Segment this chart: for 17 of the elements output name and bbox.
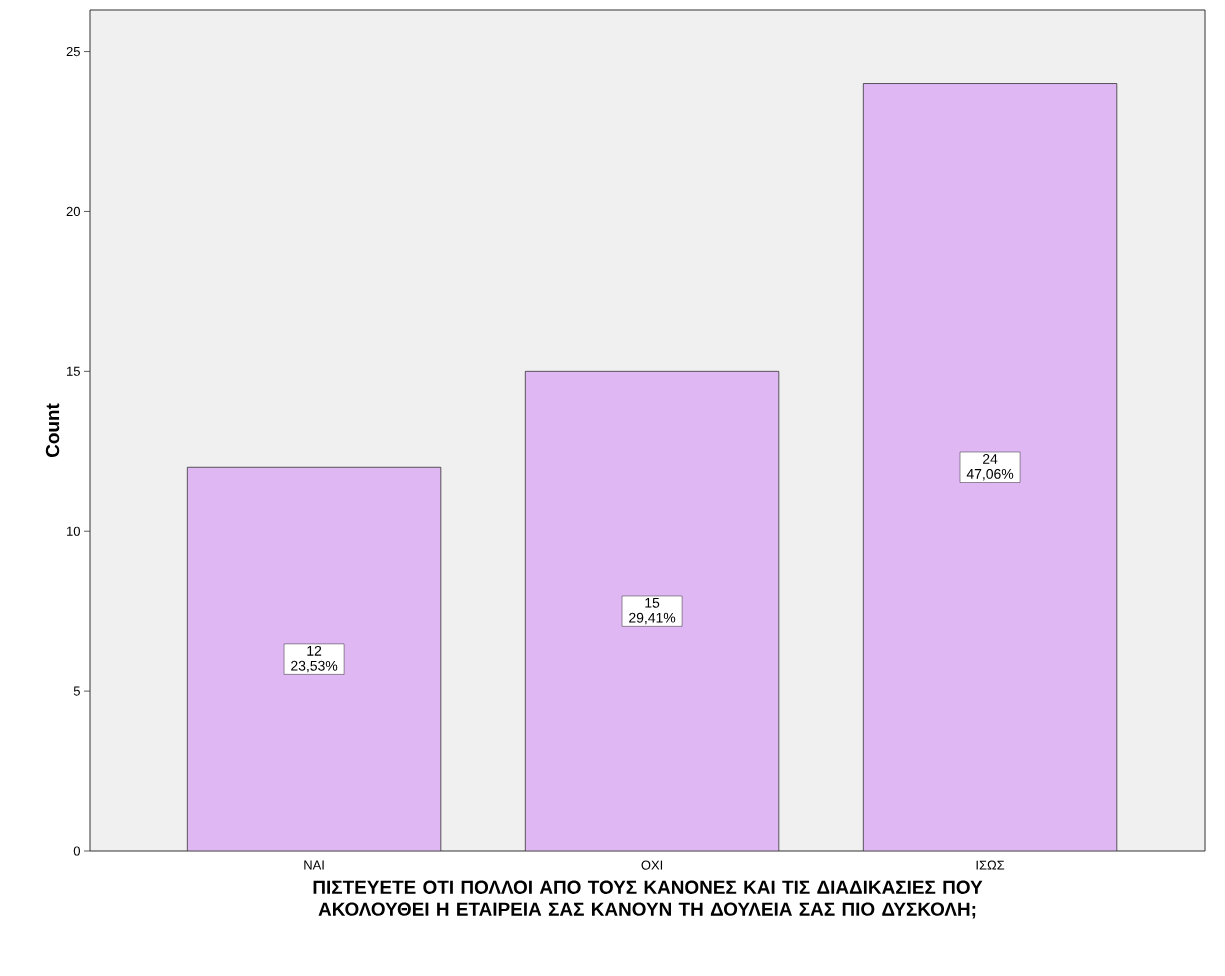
y-tick-label: 25 xyxy=(66,46,80,57)
x-tick-label: ΟΧΙ xyxy=(641,860,663,870)
y-tick-label: 5 xyxy=(73,686,80,696)
data-label: 15 29,41% xyxy=(629,598,676,625)
x-axis-title: ΠΙΣΤΕΥΕΤΕ ΟΤΙ ΠΟΛΛΟΙ ΑΠΟ ΤΟΥΣ ΚΑΝΟΝΕΣ ΚΑΙ ΤΙΣ ΔΙΑΔΙΚΑΣΙΕΣ ΠΟΥ ΑΚΟΛΟΥΘΕΙ Η ΕΤΑΙΡΕΙΑ ΣΑΣ ΚΑΝΟΥΝ ΤΗ ΔΟΥΛΕΙΑ ΣΑΣ ΠΙΟ ΔΥΣΚΟΛΗ; xyxy=(313,880,983,919)
data-label: 12 23,53% xyxy=(291,645,338,673)
bar xyxy=(862,83,1118,851)
y-tick-label: 15 xyxy=(67,366,80,376)
x-tick-label: ΙΣΩΣ xyxy=(976,860,1005,870)
x-tick-label: ΝΑΙ xyxy=(304,860,324,870)
bar xyxy=(186,466,442,851)
data-label: 24 47,06% xyxy=(966,454,1014,481)
y-tick-label: 10 xyxy=(67,526,80,536)
y-axis-title: Count xyxy=(45,403,60,458)
bar xyxy=(524,370,780,851)
y-tick-label: 0 xyxy=(73,846,80,856)
y-tick-label: 20 xyxy=(66,206,80,217)
